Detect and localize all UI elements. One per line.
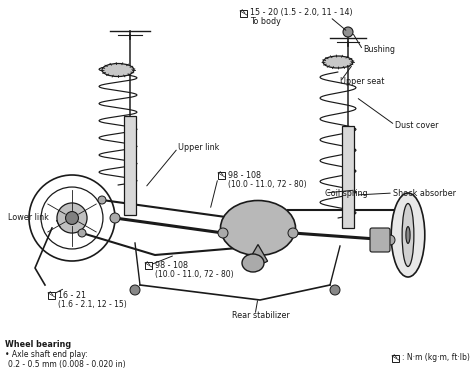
Ellipse shape [402, 203, 414, 266]
Text: : N·m (kg·m, ft·lb): : N·m (kg·m, ft·lb) [402, 354, 470, 362]
Text: (1.6 - 2.1, 12 - 15): (1.6 - 2.1, 12 - 15) [58, 300, 127, 310]
Text: Dust cover: Dust cover [395, 120, 438, 129]
Text: Bushing: Bushing [363, 46, 395, 54]
Circle shape [78, 229, 86, 237]
Wedge shape [248, 244, 268, 264]
Text: 16 - 21: 16 - 21 [58, 291, 86, 300]
FancyBboxPatch shape [370, 228, 390, 252]
Bar [240, 10, 247, 17]
Text: Wheel bearing: Wheel bearing [5, 340, 71, 349]
Text: 15 - 20 (1.5 - 2.0, 11 - 14): 15 - 20 (1.5 - 2.0, 11 - 14) [250, 8, 353, 17]
Text: Upper seat: Upper seat [340, 78, 384, 86]
Circle shape [110, 213, 120, 223]
Circle shape [98, 196, 106, 204]
Circle shape [218, 228, 228, 238]
Bar [392, 354, 399, 362]
Text: 0.2 - 0.5 mm (0.008 - 0.020 in): 0.2 - 0.5 mm (0.008 - 0.020 in) [8, 360, 126, 369]
Text: Rear stabilizer: Rear stabilizer [232, 310, 290, 320]
Text: Upper link: Upper link [178, 144, 219, 152]
Circle shape [57, 203, 87, 233]
Ellipse shape [220, 200, 295, 256]
Bar [48, 291, 55, 298]
Ellipse shape [102, 64, 134, 76]
Text: (10.0 - 11.0, 72 - 80): (10.0 - 11.0, 72 - 80) [155, 271, 234, 279]
Text: Shock absorber: Shock absorber [393, 188, 456, 198]
Circle shape [343, 27, 353, 37]
Text: To body: To body [250, 17, 281, 27]
Ellipse shape [391, 193, 425, 277]
Text: Coil spring: Coil spring [325, 188, 368, 198]
Bar [124, 116, 136, 215]
Text: 98 - 108: 98 - 108 [155, 261, 188, 269]
Text: (10.0 - 11.0, 72 - 80): (10.0 - 11.0, 72 - 80) [228, 181, 307, 190]
Ellipse shape [242, 254, 264, 272]
Circle shape [330, 285, 340, 295]
Bar [145, 261, 152, 269]
Text: • Axle shaft end play:: • Axle shaft end play: [5, 350, 88, 359]
Ellipse shape [323, 56, 353, 68]
Bar [342, 126, 354, 228]
Circle shape [130, 285, 140, 295]
Circle shape [65, 212, 79, 224]
Circle shape [288, 228, 298, 238]
Bar [218, 171, 225, 178]
Text: 98 - 108: 98 - 108 [228, 171, 261, 179]
Text: Lower link: Lower link [8, 213, 49, 222]
Ellipse shape [406, 227, 410, 244]
Circle shape [385, 235, 395, 245]
